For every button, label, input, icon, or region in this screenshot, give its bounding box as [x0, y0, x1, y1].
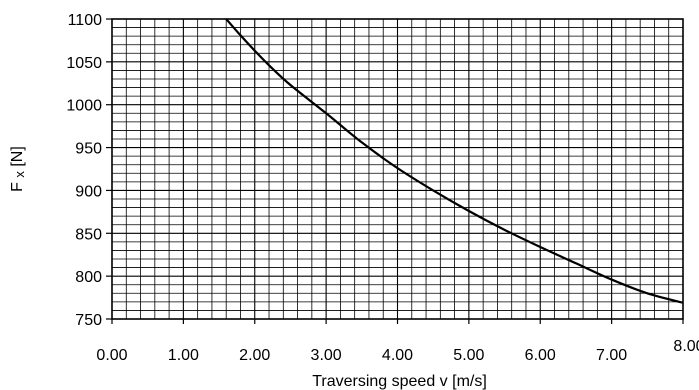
y-tick-label: 950 — [75, 141, 102, 158]
x-axis-label: Traversing speed v [m/s] — [312, 373, 487, 390]
x-tick-label: 7.00 — [596, 347, 627, 364]
x-tick-label: 0.00 — [96, 347, 127, 364]
y-axis-label: F x [N] — [9, 146, 28, 192]
y-tick-label: 900 — [75, 183, 102, 200]
y-tick-label: 1100 — [68, 12, 103, 29]
x-tick-label: 3.00 — [311, 347, 342, 364]
x-tick-label: 2.00 — [239, 347, 270, 364]
x-tick-label: 5.00 — [453, 347, 484, 364]
x-tick-label: 6.00 — [525, 347, 556, 364]
x-axis-tick-labels: 0.00 1.00 2.00 3.00 4.00 5.00 6.00 7.00 8.00 — [96, 319, 699, 364]
y-tick-label: 850 — [75, 226, 102, 243]
x-tick-label: 8.00 — [673, 338, 699, 355]
y-tick-label: 800 — [75, 269, 102, 286]
grid — [112, 19, 683, 319]
series-line-0 — [225, 18, 684, 304]
y-axis-label-subscript: x — [12, 171, 27, 178]
y-tick-label: 750 — [75, 312, 102, 329]
y-tick-label: 1050 — [66, 55, 102, 72]
y-axis-label-main: F — [9, 182, 26, 192]
y-axis-tick-labels: 750 800 850 900 950 1000 1050 1100 — [66, 12, 112, 329]
x-tick-label: 4.00 — [382, 347, 413, 364]
y-tick-label: 1000 — [66, 98, 102, 115]
y-axis-label-unit: [N] — [9, 146, 26, 166]
series-layer — [225, 18, 684, 304]
x-tick-label: 1.00 — [168, 347, 199, 364]
